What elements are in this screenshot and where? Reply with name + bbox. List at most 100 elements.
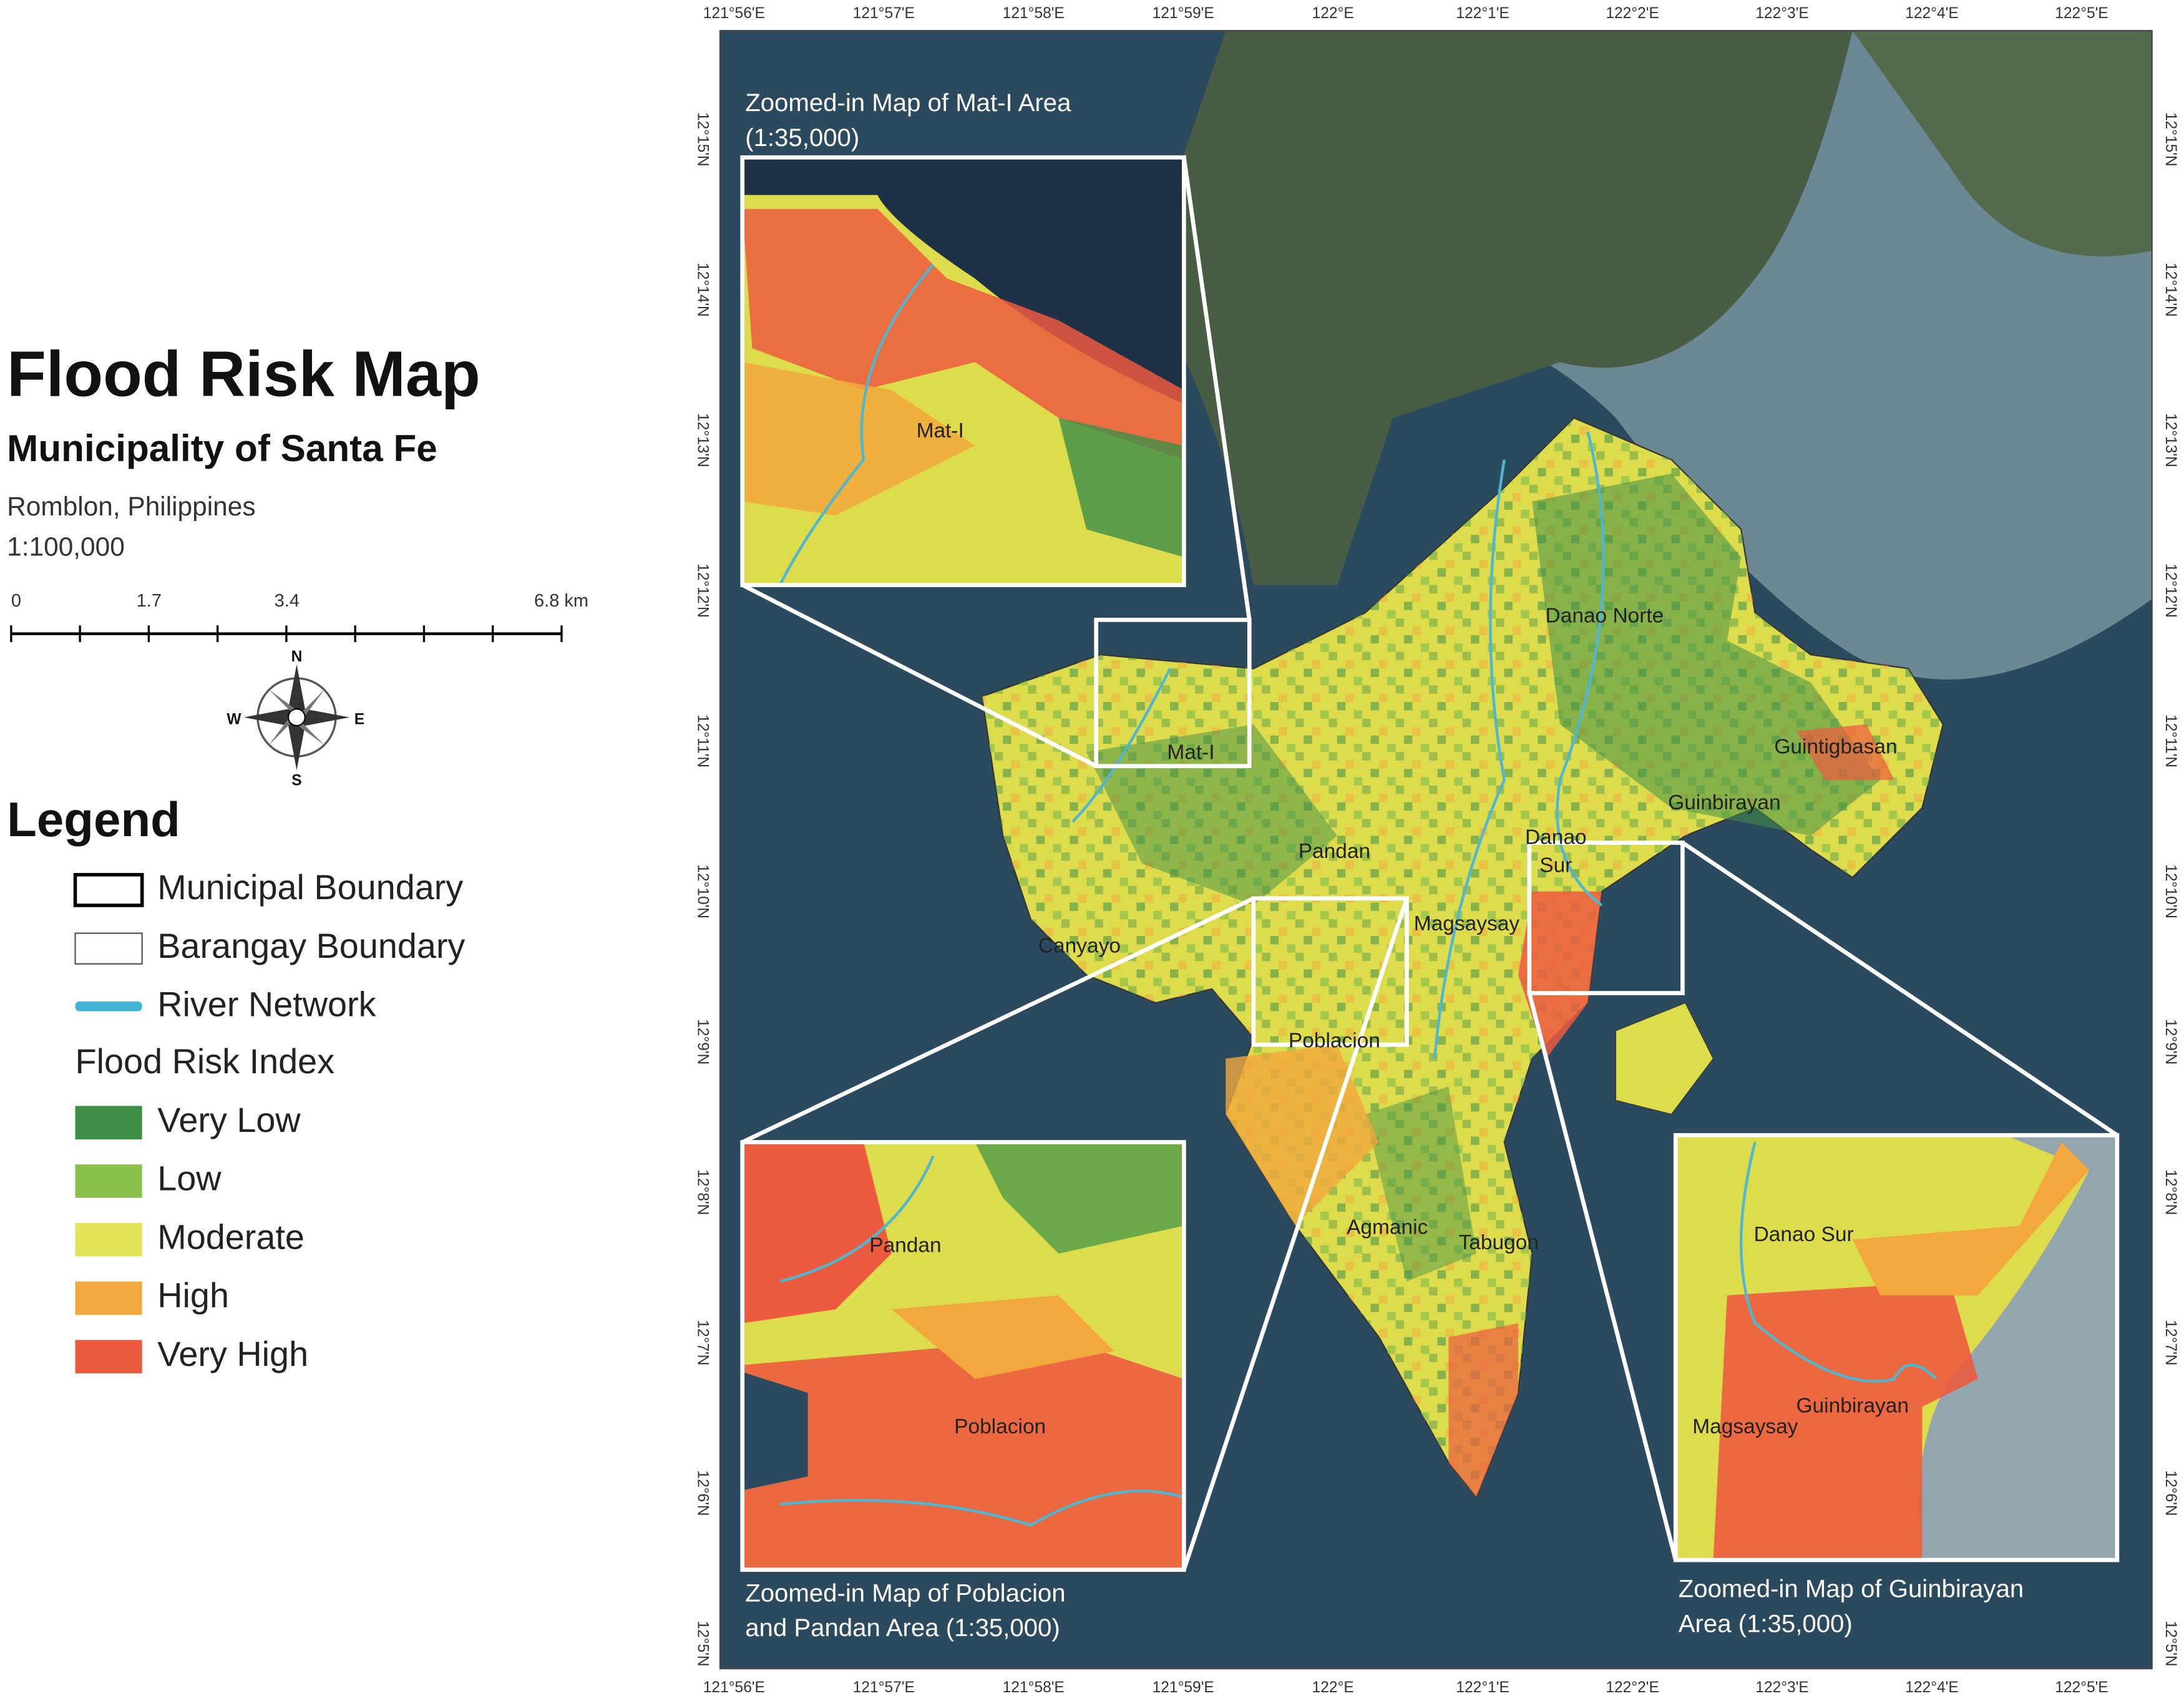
inset-place-label: Guinbirayan — [1796, 1394, 1909, 1417]
legend-label: Very Low — [157, 1100, 301, 1139]
legend-swatch — [75, 1222, 142, 1257]
risk-zone — [1448, 1323, 1519, 1498]
lon-label: 122°3'E — [1755, 5, 1808, 22]
risk-zone — [742, 208, 1184, 460]
legend-subtitle: Flood Risk Index — [76, 1041, 335, 1081]
risk-zone — [1226, 1045, 1379, 1226]
scale-bar-label: 3.4 — [275, 591, 300, 611]
place-label: Guintigbasan — [1774, 736, 1897, 759]
inset-title: (1:35,000) — [745, 124, 859, 152]
place-label: Guinbirayan — [1668, 791, 1780, 814]
lon-label: 122°4'E — [1905, 5, 1958, 22]
risk-zone — [975, 1142, 1184, 1254]
inset-place-label: Pandan — [869, 1234, 941, 1257]
lon-label: 122°1'E — [1456, 5, 1509, 22]
place-label: Agmanic — [1347, 1216, 1428, 1239]
river — [1433, 459, 1506, 1059]
lon-label: 122°3'E — [1755, 1679, 1808, 1696]
river — [779, 1155, 935, 1283]
compass-rose — [243, 664, 350, 771]
inset-place-label: Danao Sur — [1754, 1223, 1854, 1246]
legend-swatch — [75, 1164, 142, 1198]
legend-label: River Network — [157, 985, 376, 1024]
inset-extent — [1251, 896, 1409, 1047]
risk-zone — [891, 1295, 1114, 1379]
risk-zone — [1796, 724, 1894, 781]
risk-zone — [1852, 1142, 2090, 1295]
legend-swatch — [75, 1106, 142, 1139]
lon-label: 121°58'E — [1003, 5, 1065, 22]
lat-label: 12°7'N — [2162, 1320, 2179, 1365]
lat-label: 12°13'N — [2162, 413, 2179, 467]
risk-zone — [742, 362, 975, 515]
lat-label: 12°7'N — [695, 1320, 711, 1365]
lat-label: 12°14'N — [695, 263, 711, 317]
lat-label: 12°5'N — [2162, 1621, 2179, 1666]
lat-label: 12°14'N — [2162, 263, 2179, 317]
river — [1556, 431, 1605, 907]
place-label: Mat-I — [1167, 741, 1214, 764]
inset-title: Area (1:35,000) — [1679, 1610, 1853, 1638]
compass-center — [287, 708, 306, 727]
north-land — [1142, 31, 1853, 585]
lat-label: 12°8'N — [695, 1169, 711, 1215]
lon-label: 122°4'E — [1905, 1679, 1958, 1696]
inset-place-label: Poblacion — [954, 1415, 1046, 1438]
north-east-land — [1852, 31, 2152, 256]
river — [779, 263, 935, 586]
lat-label: 12°5'N — [695, 1621, 711, 1666]
lat-label: 12°9'N — [695, 1019, 711, 1065]
inset-title: and Pandan Area (1:35,000) — [745, 1614, 1060, 1642]
place-label: Poblacion — [1289, 1030, 1380, 1053]
connector — [1681, 841, 2118, 1138]
place-label: Danao — [1525, 826, 1587, 849]
compass-label: E — [354, 711, 364, 728]
scale-bar-label: 1.7 — [137, 591, 162, 611]
inset-frame — [1673, 1133, 2120, 1562]
connector — [741, 583, 1098, 768]
legend-label: Barangay Boundary — [157, 926, 465, 965]
scale: 1:100,000 — [7, 532, 125, 562]
inset-poblacion — [740, 1140, 1186, 1572]
inset-place-label: Mat-I — [917, 419, 964, 442]
lon-label: 121°59'E — [1153, 5, 1214, 22]
lon-label: 122°2'E — [1606, 5, 1659, 22]
lat-label: 12°6'N — [695, 1470, 711, 1516]
inset-extent — [1527, 841, 1685, 995]
scale-bar-label: 0 — [11, 591, 21, 611]
map-frame — [719, 30, 2153, 1670]
inset-frame — [740, 1140, 1186, 1572]
legend-label: Very High — [157, 1334, 308, 1373]
risk-zone — [1713, 1281, 1978, 1561]
connector — [741, 896, 1255, 1144]
legend-label: High — [157, 1275, 229, 1315]
location: Romblon, Philippines — [7, 492, 255, 521]
lat-label: 12°10'N — [2162, 864, 2179, 919]
connector — [1527, 992, 1678, 1561]
place-label: Canyayo — [1038, 935, 1121, 958]
risk-zone — [1086, 724, 1337, 905]
sea — [742, 1372, 808, 1491]
sea — [1918, 1135, 2117, 1561]
inset-extent — [1094, 617, 1252, 769]
risk-zone — [1058, 417, 1184, 557]
lon-label: 122°2'E — [1606, 1679, 1659, 1696]
legend-label: Low — [157, 1159, 222, 1198]
risk-zone — [1532, 473, 1881, 836]
place-label: Sur — [1539, 854, 1572, 877]
place-label: Magsaysay — [1414, 912, 1520, 935]
inset-frame — [740, 155, 1186, 587]
legend-label: Municipal Boundary — [157, 867, 463, 907]
risk-zone — [1365, 1086, 1477, 1282]
lat-label: 12°15'N — [695, 112, 711, 167]
islet — [1615, 1002, 1714, 1115]
inset-guinbirayan — [1673, 1133, 2120, 1562]
lon-label: 121°58'E — [1003, 1679, 1065, 1696]
lon-label: 121°57'E — [853, 1679, 915, 1696]
subtitle: Municipality of Santa Fe — [7, 427, 437, 469]
place-label: Pandan — [1299, 840, 1370, 863]
place-label: Danao Norte — [1546, 605, 1664, 628]
lat-label: 12°11'N — [2162, 714, 2179, 768]
